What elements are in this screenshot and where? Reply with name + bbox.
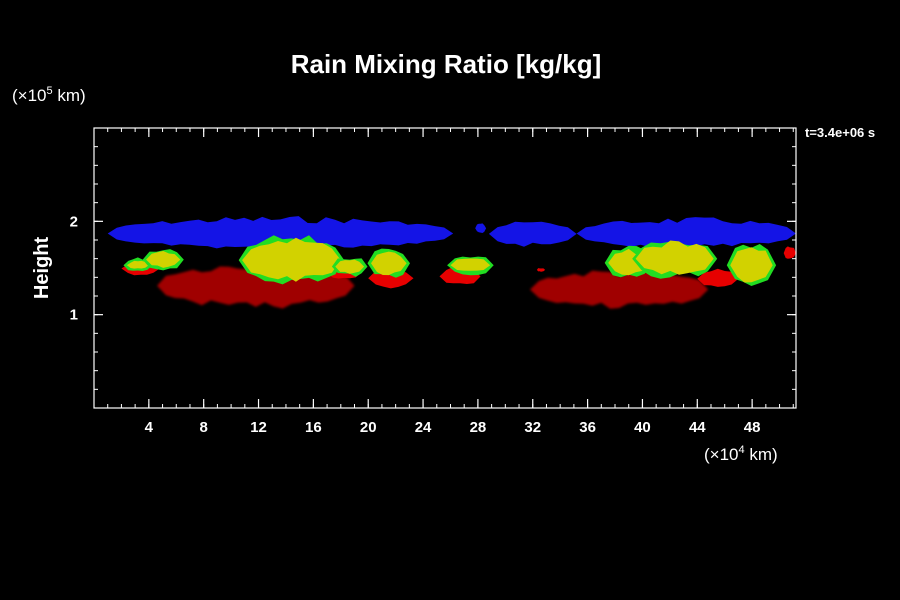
y-tick-label: 2: [70, 213, 78, 230]
y-tick-label: 1: [70, 307, 78, 324]
x-tick-label: 12: [250, 419, 267, 436]
region-yellow-a: [126, 260, 149, 269]
x-scale-exponent: 4: [739, 444, 745, 456]
time-label: t=3.4e+06 s: [805, 125, 875, 140]
x-scale-prefix: (×10: [704, 445, 739, 464]
y-scale-exponent: 5: [47, 85, 53, 97]
y-scale-label: (×105 km): [12, 85, 86, 105]
x-tick-label: 48: [744, 419, 761, 436]
region-red-mid-e: [697, 268, 739, 287]
x-tick-label: 44: [689, 419, 706, 436]
x-scale-suffix: km): [745, 445, 778, 464]
y-scale-suffix: km): [53, 86, 86, 105]
x-tick-label: 24: [415, 419, 432, 436]
region-yellow-f: [450, 258, 491, 271]
x-tick-label: 36: [579, 419, 596, 436]
x-tick-label: 4: [145, 419, 154, 436]
x-tick-label: 8: [200, 419, 208, 436]
region-yellow-d: [335, 259, 365, 274]
region-blue-blob-small: [475, 223, 487, 233]
x-tick-label: 32: [524, 419, 541, 436]
chart-title: Rain Mixing Ratio [kg/kg]: [291, 49, 602, 79]
region-yellow-c: [242, 237, 341, 282]
plot-frame: [93, 127, 797, 409]
plot-area: [107, 216, 796, 309]
x-tick-label: 40: [634, 419, 651, 436]
region-yellow-i: [730, 247, 773, 283]
region-red-low-east: [530, 269, 709, 309]
region-red-dot: [536, 268, 546, 272]
region-yellow-h: [635, 240, 714, 275]
region-blue-band-west: [107, 216, 454, 251]
x-tick-label: 16: [305, 419, 322, 436]
y-axis-label: Height: [31, 237, 53, 300]
region-blue-band-east: [576, 217, 796, 248]
region-blue-band-middle: [488, 221, 577, 247]
region-yellow-b: [146, 251, 181, 268]
x-tick-label: 28: [470, 419, 487, 436]
region-red-edge: [783, 246, 796, 259]
x-scale-label: (×104 km): [704, 444, 778, 464]
x-tick-label: 20: [360, 419, 377, 436]
y-scale-prefix: (×10: [12, 86, 47, 105]
region-yellow-e: [371, 251, 407, 276]
